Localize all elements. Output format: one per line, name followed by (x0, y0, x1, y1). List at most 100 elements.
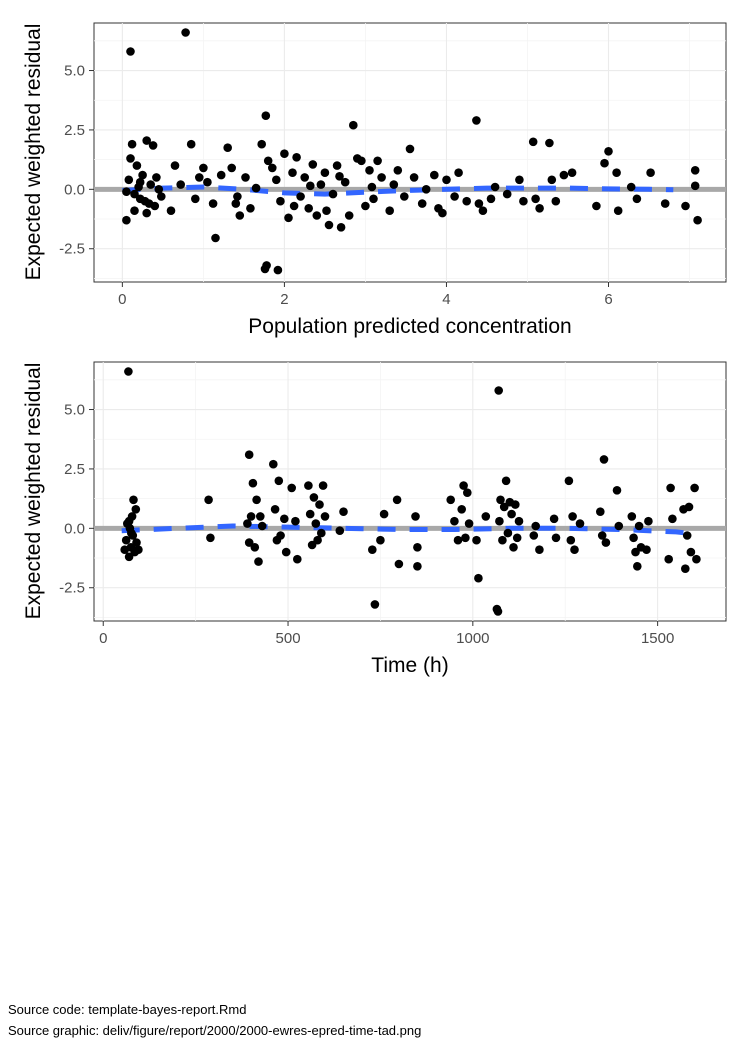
data-point (690, 166, 700, 175)
data-point (413, 562, 422, 571)
data-point (316, 180, 326, 189)
data-point (660, 199, 670, 208)
data-point (512, 533, 522, 543)
data-point (235, 211, 245, 220)
x-tick-label: 4 (442, 291, 450, 308)
y-ticks-2: -2.5 0.0 2.5 5.0 (59, 402, 94, 597)
data-point (450, 516, 459, 526)
data-point (284, 213, 293, 223)
data-point (599, 455, 609, 464)
data-point (320, 512, 330, 521)
data-point (666, 483, 675, 493)
data-point (320, 168, 330, 177)
data-point (276, 196, 285, 206)
data-point (600, 158, 609, 168)
data-point (281, 547, 291, 557)
data-point (474, 199, 484, 208)
data-point (376, 535, 385, 545)
data-point (612, 168, 621, 177)
data-point (257, 521, 267, 531)
data-point (280, 514, 289, 524)
source-code-caption: Source code: template-bayes-report.Rmd (8, 1002, 247, 1017)
data-point (313, 535, 322, 545)
data-point (315, 500, 324, 509)
data-point (126, 47, 135, 56)
data-point (393, 166, 403, 175)
data-point (462, 196, 472, 206)
data-point (146, 180, 155, 189)
data-point (132, 538, 141, 547)
data-point (349, 120, 358, 130)
data-point (597, 531, 607, 540)
data-point (551, 533, 561, 543)
data-point (340, 177, 350, 187)
data-point (305, 509, 315, 519)
data-point (612, 486, 622, 495)
data-point (529, 531, 539, 540)
data-point (289, 201, 299, 211)
data-point (400, 192, 409, 201)
data-point (644, 516, 653, 526)
data-point (154, 185, 164, 194)
data-point (127, 528, 136, 538)
data-point (490, 182, 500, 192)
data-point (463, 488, 472, 498)
y-tick-label: 2.5 (64, 461, 85, 478)
data-point (457, 505, 467, 514)
data-point (124, 367, 133, 376)
data-point (692, 554, 701, 564)
data-point (124, 175, 134, 185)
data-point (501, 476, 511, 486)
data-point (681, 564, 690, 573)
data-point (664, 554, 673, 564)
data-point (446, 495, 456, 505)
plot-area-2 (93, 361, 727, 622)
x-tick-label: 1000 (456, 630, 489, 647)
data-point (519, 196, 528, 206)
data-point (474, 573, 483, 583)
data-point (392, 495, 402, 505)
data-point (130, 206, 139, 215)
data-point (142, 208, 151, 218)
data-point (567, 168, 577, 177)
data-point (564, 476, 574, 486)
data-point (312, 211, 322, 220)
data-point (668, 514, 677, 524)
data-point (613, 206, 623, 215)
data-point (365, 166, 374, 175)
data-point (592, 201, 601, 211)
data-point (261, 111, 271, 120)
data-point (157, 192, 166, 201)
data-point (142, 136, 151, 145)
data-point (246, 204, 255, 213)
data-point (122, 187, 131, 196)
data-point (464, 519, 474, 528)
data-point (531, 194, 540, 204)
data-point (317, 528, 326, 538)
data-point (124, 516, 134, 526)
data-point (601, 538, 611, 547)
data-point (270, 505, 280, 514)
data-point (377, 173, 386, 182)
x-tick-label: 2 (280, 291, 288, 308)
data-point (122, 215, 131, 225)
data-point (690, 181, 700, 191)
data-point (486, 194, 496, 204)
data-point (394, 559, 404, 569)
data-point (311, 519, 321, 528)
data-point (627, 512, 637, 521)
data-point (493, 607, 503, 616)
x-axis-title-2: Time (h) (371, 654, 448, 677)
data-point (241, 173, 250, 182)
data-point (328, 189, 338, 199)
data-point (494, 386, 504, 395)
x-tick-label: 0 (99, 630, 107, 647)
data-point (129, 495, 138, 505)
data-point (273, 265, 283, 275)
data-point (389, 180, 399, 189)
data-point (181, 28, 190, 37)
data-point (370, 600, 380, 609)
data-point (336, 223, 346, 232)
data-point (203, 177, 212, 187)
data-point (280, 149, 289, 158)
